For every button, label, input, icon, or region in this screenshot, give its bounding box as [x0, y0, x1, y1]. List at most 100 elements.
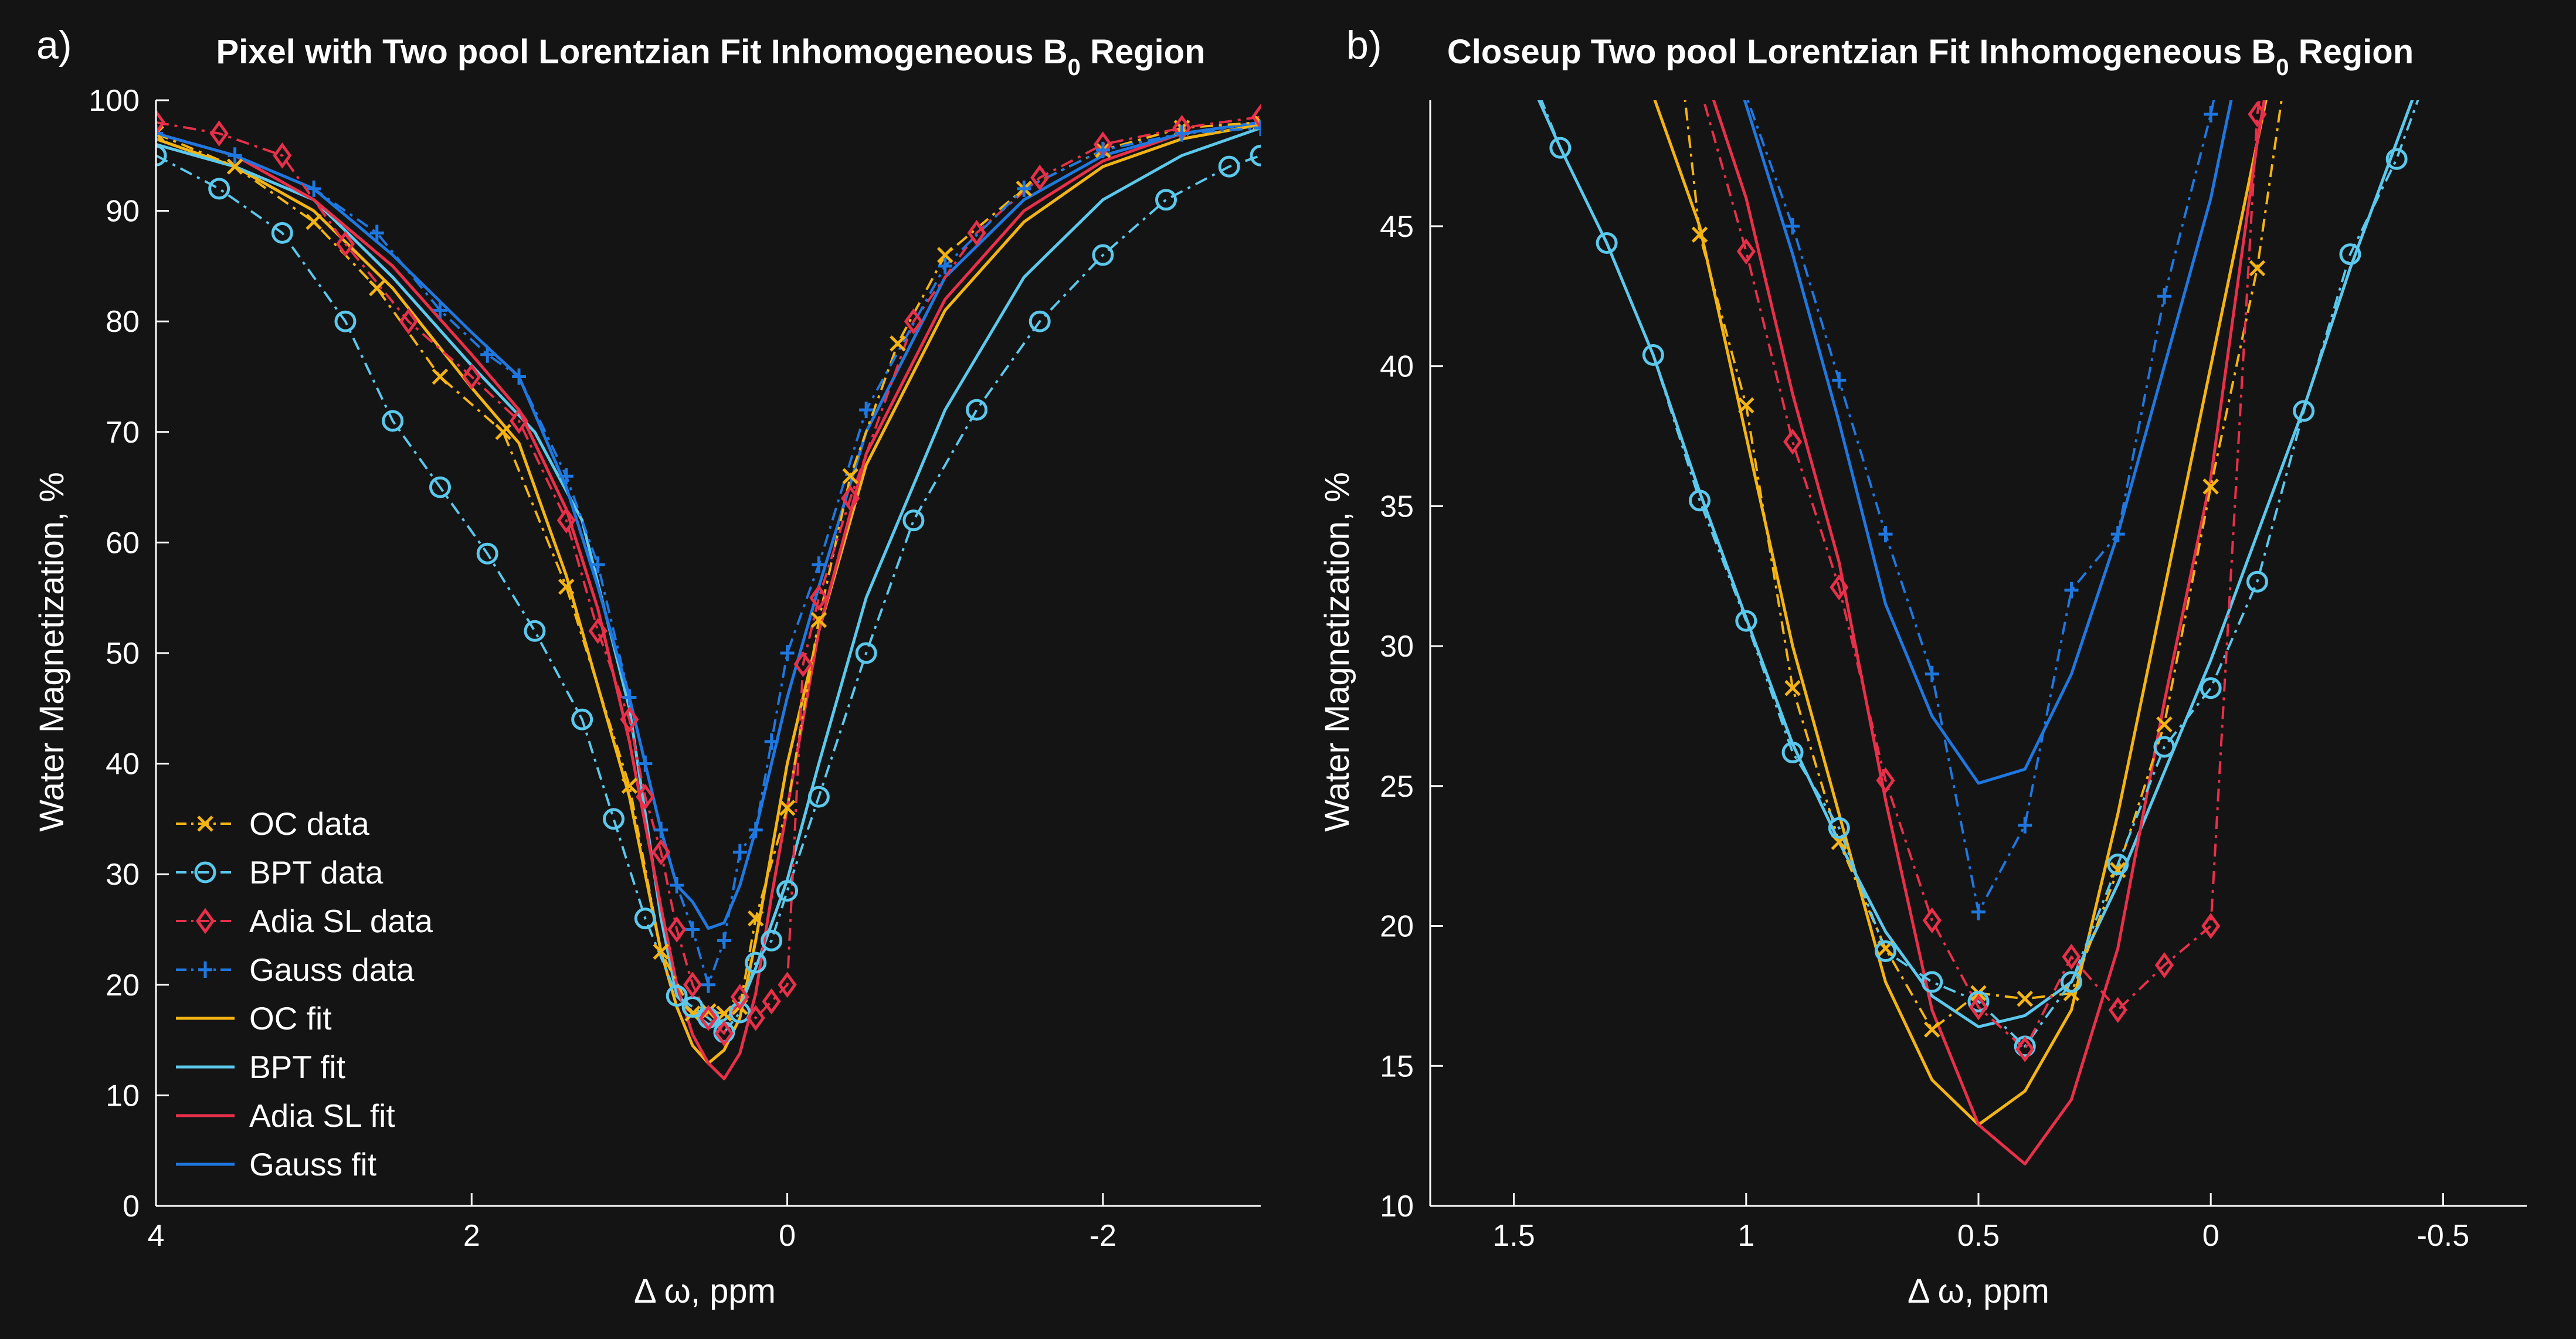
data-point-adia-sl-data — [509, 407, 529, 434]
data-point-adia-sl-data — [904, 308, 923, 335]
data-point-oc-data — [1784, 679, 1801, 696]
y-tick-label: 10 — [106, 1079, 140, 1113]
data-point-bpt-data — [1092, 244, 1114, 266]
data-point-bpt-data — [1642, 344, 1664, 366]
y-tick-label: 25 — [1380, 770, 1414, 804]
data-point-bpt-data — [1828, 817, 1850, 839]
y-tick-label: 40 — [106, 747, 140, 781]
y-tick-label: 40 — [1380, 350, 1414, 384]
data-point-oc-data — [2249, 260, 2266, 277]
legend-marker — [195, 908, 215, 934]
data-point-gauss-data — [559, 468, 573, 485]
y-tick-label: 10 — [1380, 1190, 1414, 1224]
data-point-bpt-data — [1155, 189, 1177, 211]
data-point-bpt-data — [334, 310, 357, 332]
data-point-gauss-data — [1832, 372, 1847, 389]
legend-marker — [194, 861, 216, 883]
data-point-gauss-data — [1175, 125, 1189, 142]
data-point-adia-sl-data — [1251, 104, 1261, 130]
data-point-bpt-data — [2246, 570, 2268, 593]
data-point-adia-sl-data — [793, 651, 813, 678]
y-tick-label: 35 — [1380, 490, 1414, 524]
data-point-oc-data — [2109, 862, 2126, 878]
data-point-oc-data — [653, 943, 670, 960]
data-point-adia-sl-data — [651, 839, 671, 865]
panel-b-x-label: Δ ω, ppm — [1908, 1272, 2049, 1310]
data-point-gauss-data — [156, 125, 163, 142]
panel-b-title: Closeup Two pool Lorentzian Fit Inhomoge… — [1447, 33, 2414, 80]
data-point-gauss-data — [2018, 817, 2032, 834]
data-point-bpt-data — [1967, 990, 1990, 1012]
data-point-adia-sl-data — [746, 1005, 765, 1031]
data-point-bpt-data — [382, 410, 404, 432]
data-point-gauss-data — [938, 257, 952, 274]
data-point-oc-data — [306, 213, 322, 230]
data-point-bpt-data — [761, 929, 783, 951]
data-point-gauss-data — [1254, 120, 1261, 137]
data-point-gauss-data — [2204, 106, 2218, 123]
data-point-bpt-data — [1549, 137, 1572, 159]
data-point-adia-sl-data — [2248, 101, 2267, 128]
data-point-oc-data — [842, 468, 858, 485]
data-point-bpt-data — [807, 786, 830, 808]
data-point-adia-sl-data — [730, 984, 749, 1010]
data-point-adia-sl-data — [209, 120, 229, 147]
data-point-gauss-data — [2110, 526, 2125, 543]
data-point-oc-data — [936, 247, 953, 263]
data-point-gauss-data — [590, 556, 605, 573]
data-point-bpt-data — [156, 144, 167, 166]
panel-a: a) Pixel with Two pool Lorentzian Fit In… — [33, 23, 1261, 1310]
y-tick-label: 50 — [106, 637, 140, 671]
y-tick-label: 100 — [89, 84, 140, 118]
data-point-bpt-data — [902, 509, 925, 532]
data-point-gauss-data — [701, 976, 715, 993]
data-point-bpt-data — [603, 808, 625, 830]
legend-label: Adia SL data — [249, 903, 433, 939]
data-point-gauss-data — [433, 302, 447, 319]
data-point-adia-sl-data — [1783, 429, 1803, 455]
series-line-adia-sl-data — [1702, 100, 2261, 1051]
panel-a-y-label: Water Magnetization, % — [33, 472, 71, 832]
data-point-oc-data — [1923, 1021, 1940, 1038]
panel-b-label: b) — [1346, 23, 1382, 67]
data-point-adia-sl-data — [1030, 164, 1050, 191]
data-point-gauss-data — [859, 402, 874, 419]
y-tick-label: 70 — [106, 416, 140, 450]
data-point-adia-sl-data — [1830, 574, 1849, 601]
panel-a-label: a) — [36, 23, 72, 67]
data-point-adia-sl-data — [556, 507, 576, 533]
legend-marker — [198, 961, 212, 978]
data-point-adia-sl-data — [273, 142, 292, 169]
data-point-bpt-data — [429, 476, 451, 498]
data-point-bpt-data — [2107, 853, 2129, 875]
data-point-gauss-data — [748, 821, 763, 838]
data-point-adia-sl-data — [762, 988, 781, 1015]
data-point-gauss-data — [780, 645, 795, 661]
data-point-gauss-data — [2064, 582, 2079, 599]
x-tick-label: 1 — [1737, 1219, 1754, 1253]
data-point-bpt-data — [271, 222, 293, 244]
data-point-gauss-data — [670, 877, 684, 894]
data-point-oc-data — [747, 910, 764, 927]
x-tick-label: 0 — [779, 1219, 796, 1253]
series-line-adia-sl-fit — [1712, 100, 2266, 1165]
legend-label: BPT fit — [249, 1049, 345, 1085]
data-point-gauss-data — [512, 368, 527, 385]
series-line-adia-sl-data — [156, 115, 1261, 1035]
data-point-adia-sl-data — [620, 706, 639, 733]
data-point-oc-data — [1738, 397, 1754, 414]
data-point-bpt-data — [476, 542, 498, 565]
data-point-gauss-data — [732, 844, 747, 861]
y-tick-label: 30 — [1380, 630, 1414, 664]
data-point-bpt-data — [2153, 736, 2175, 758]
data-point-adia-sl-data — [156, 109, 166, 135]
y-tick-label: 60 — [106, 526, 140, 560]
legend-label: BPT data — [249, 854, 383, 891]
data-point-adia-sl-data — [588, 618, 607, 644]
x-tick-label: 0 — [2202, 1219, 2219, 1253]
data-point-oc-data — [716, 1005, 732, 1022]
data-point-bpt-data — [1921, 971, 1943, 993]
legend-label: Gauss fit — [249, 1146, 376, 1182]
legend-label: OC fit — [249, 1000, 332, 1036]
